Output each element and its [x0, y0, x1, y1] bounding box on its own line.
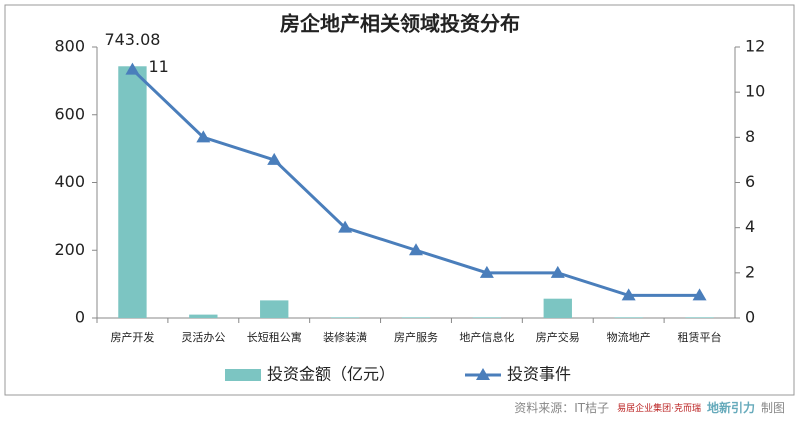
x-tick-label: 灵活办公: [181, 331, 225, 344]
x-tick-label: 地产信息化: [459, 330, 514, 344]
bar: [614, 317, 643, 318]
y2-tick-label: 2: [745, 262, 755, 281]
x-tick-label: 租赁平台: [678, 330, 722, 344]
bar: [401, 317, 431, 318]
y-tick-label: 200: [54, 240, 85, 259]
source-logo: 易居企业集团·克而瑞: [617, 402, 701, 414]
legend-swatch: [476, 368, 490, 380]
y-tick-label: 800: [54, 37, 85, 56]
source-text: 资料来源：IT桔子: [514, 401, 609, 415]
bar: [330, 317, 360, 318]
bar: [260, 300, 289, 318]
x-tick-label: 房产开发: [110, 330, 154, 344]
line-marker: [692, 288, 707, 301]
legend-swatch: [225, 369, 261, 381]
bar: [685, 317, 714, 318]
line-marker: [267, 152, 282, 165]
bar: [543, 298, 572, 318]
line-marker: [479, 265, 494, 278]
x-tick-label: 装修装潢: [323, 330, 367, 344]
line-marker: [125, 62, 140, 75]
x-tick-label: 物流地产: [607, 330, 651, 344]
y-tick-label: 0: [75, 308, 85, 327]
y-tick-label: 600: [54, 104, 85, 123]
chart-title: 房企地产相关领域投资分布: [280, 12, 520, 36]
line-marker: [621, 288, 636, 301]
source-text: 制图: [761, 401, 785, 415]
y2-tick-label: 0: [745, 308, 755, 327]
line-marker: [409, 243, 423, 256]
data-label: 11: [148, 57, 168, 76]
y2-tick-label: 12: [745, 37, 765, 56]
legend-label: 投资事件: [507, 365, 571, 384]
y2-tick-label: 10: [745, 82, 765, 101]
legend-label: 投资金额（亿元）: [267, 365, 395, 384]
line-marker: [550, 265, 565, 278]
bar: [472, 317, 502, 318]
source-logo: 地新引力: [707, 400, 755, 415]
line-marker: [196, 130, 211, 143]
x-tick-label: 房产交易: [536, 330, 580, 344]
y-tick-label: 400: [54, 172, 85, 191]
y2-tick-label: 4: [745, 217, 755, 236]
x-tick-label: 长短租公寓: [247, 330, 302, 344]
x-tick-label: 房产服务: [394, 330, 438, 344]
bar: [189, 314, 218, 318]
y2-tick-label: 8: [745, 127, 755, 146]
data-label: 743.08: [104, 30, 160, 49]
bar: [118, 66, 147, 318]
source: 资料来源：IT桔子 易居企业集团·克而瑞 地新引力 制图: [514, 400, 785, 415]
line-marker: [338, 220, 353, 233]
y2-tick-label: 6: [745, 172, 755, 191]
